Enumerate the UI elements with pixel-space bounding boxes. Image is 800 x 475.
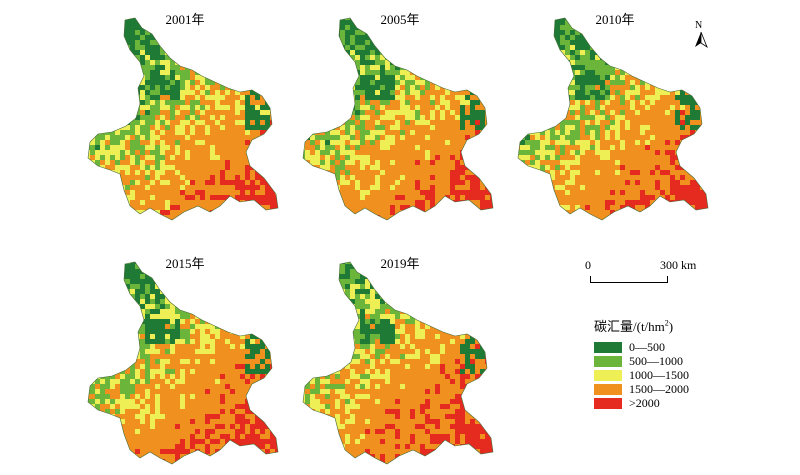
legend-item: 1000—1500 (594, 368, 734, 382)
legend-swatch (594, 384, 622, 395)
panel-year-label: 2010年 (595, 12, 635, 27)
legend-swatch (594, 398, 622, 409)
scale-bar-line (590, 276, 668, 283)
legend-item-label: 1000—1500 (629, 368, 689, 382)
region-map-2019 (302, 261, 494, 465)
north-label: N (695, 20, 703, 31)
panel-year-label: 2001年 (165, 12, 205, 27)
legend-item: 500—1000 (594, 354, 734, 368)
map-panel-2010: 2010年 (510, 0, 720, 225)
legend-swatch (594, 342, 622, 353)
region-map-2010 (517, 17, 709, 221)
map-panel-2019: 2019年 (295, 244, 505, 469)
region-map-2001 (87, 17, 279, 221)
panel-year-label: 2005年 (380, 12, 420, 27)
legend-item: 1500—2000 (594, 382, 734, 396)
scale-bar: 0 300 km (580, 258, 710, 288)
north-arrow: N (692, 20, 710, 50)
legend-title: 碳汇量/(t/hm2) (594, 318, 674, 334)
legend-item-label: 0—500 (629, 340, 665, 354)
north-arrow-icon (695, 31, 708, 49)
scale-start-label: 0 (585, 258, 591, 272)
legend-swatch (594, 356, 622, 367)
legend: 碳汇量/(t/hm2) 0—500 500—1000 1000—1500 150… (594, 316, 734, 411)
legend-item: >2000 (594, 396, 734, 410)
legend-swatch (594, 370, 622, 381)
legend-item-label: 1500—2000 (629, 382, 689, 396)
map-panel-2005: 2005年 (295, 0, 505, 225)
map-panel-2001: 2001年 (80, 0, 290, 225)
legend-item: 0—500 (594, 340, 734, 354)
region-map-2015 (87, 261, 279, 465)
legend-item-label: 500—1000 (629, 354, 683, 368)
panel-year-label: 2015年 (165, 256, 205, 271)
scale-end-label: 300 km (660, 258, 697, 272)
map-panel-2015: 2015年 (80, 244, 290, 469)
region-map-2005 (302, 17, 494, 221)
legend-item-label: >2000 (629, 396, 660, 410)
panel-year-label: 2019年 (380, 256, 420, 271)
